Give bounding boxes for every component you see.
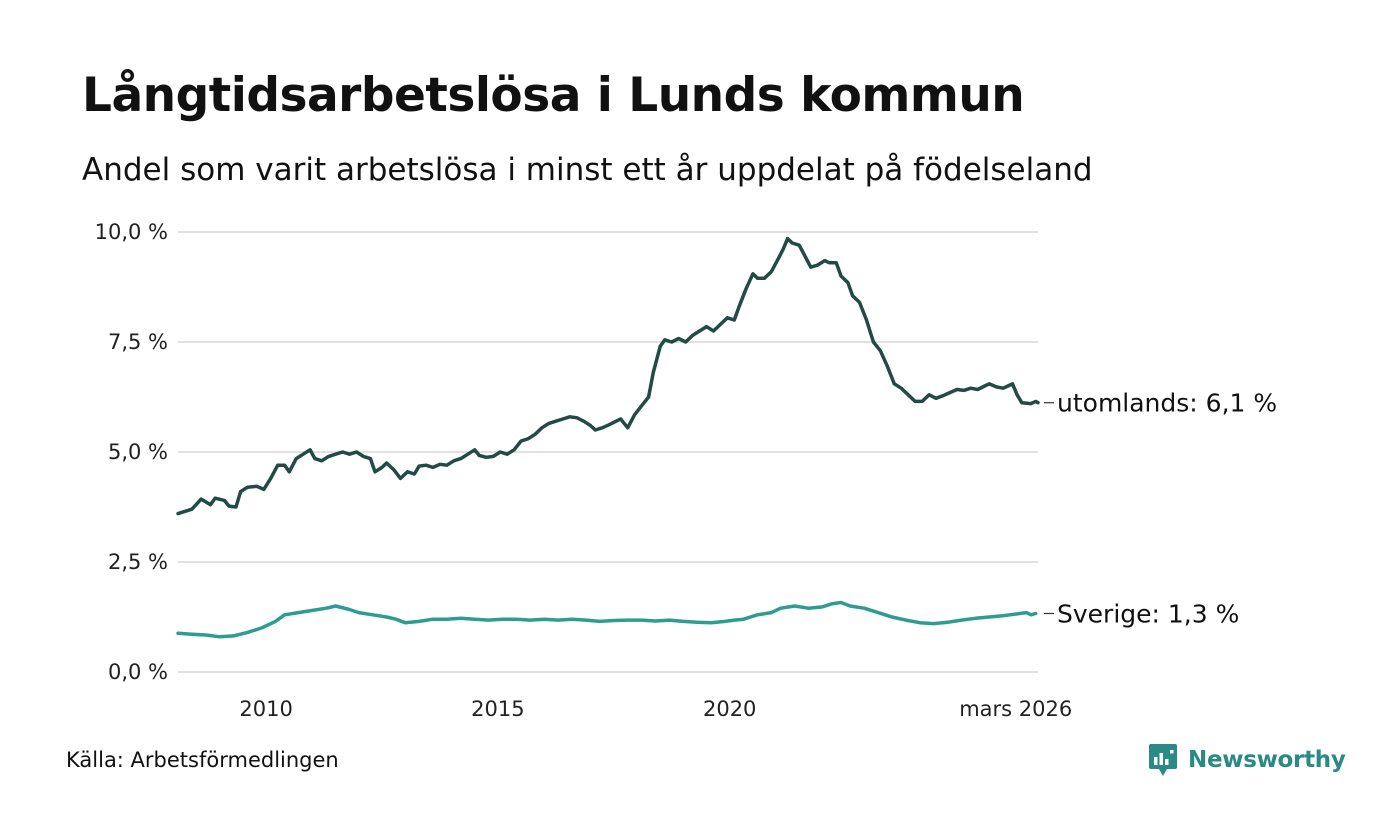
end-labels: utomlands: 6,1 % Sverige: 1,3 % [1044, 389, 1277, 628]
series-lines [176, 236, 1040, 639]
y-tick-label: 7,5 % [108, 330, 168, 354]
x-tick-label: 2015 [471, 697, 524, 721]
brand-logo: Newsworthy [1148, 743, 1346, 777]
x-axis: 2010 2015 2020 mars 2026 [239, 697, 1072, 721]
source-note: Källa: Arbetsförmedlingen [66, 748, 339, 772]
y-tick-label: 2,5 % [108, 550, 168, 574]
y-tick-label: 5,0 % [108, 440, 168, 464]
series-line-utomlands [176, 236, 1040, 516]
y-tick-label: 0,0 % [108, 660, 168, 684]
chart-subtitle: Andel som varit arbetslösa i minst ett å… [82, 152, 1093, 188]
y-axis: 0,0 % 2,5 % 5,0 % 7,5 % 10,0 % [95, 220, 168, 684]
series-line-sverige [176, 600, 1038, 639]
end-label-sverige: Sverige: 1,3 % [1057, 599, 1239, 628]
newsworthy-logo-icon [1149, 744, 1177, 776]
x-tick-label: 2020 [703, 697, 756, 721]
y-tick-label: 10,0 % [95, 220, 168, 244]
gridlines [178, 231, 1038, 673]
end-label-utomlands: utomlands: 6,1 % [1057, 389, 1277, 418]
line-chart: 0,0 % 2,5 % 5,0 % 7,5 % 10,0 % 2010 2015 2020 m… [95, 220, 1278, 721]
brand-name: Newsworthy [1188, 747, 1346, 773]
x-tick-label: mars 2026 [959, 697, 1072, 721]
x-tick-label: 2010 [239, 697, 292, 721]
chart-title: Långtidsarbetslösa i Lunds kommun [82, 68, 1025, 123]
